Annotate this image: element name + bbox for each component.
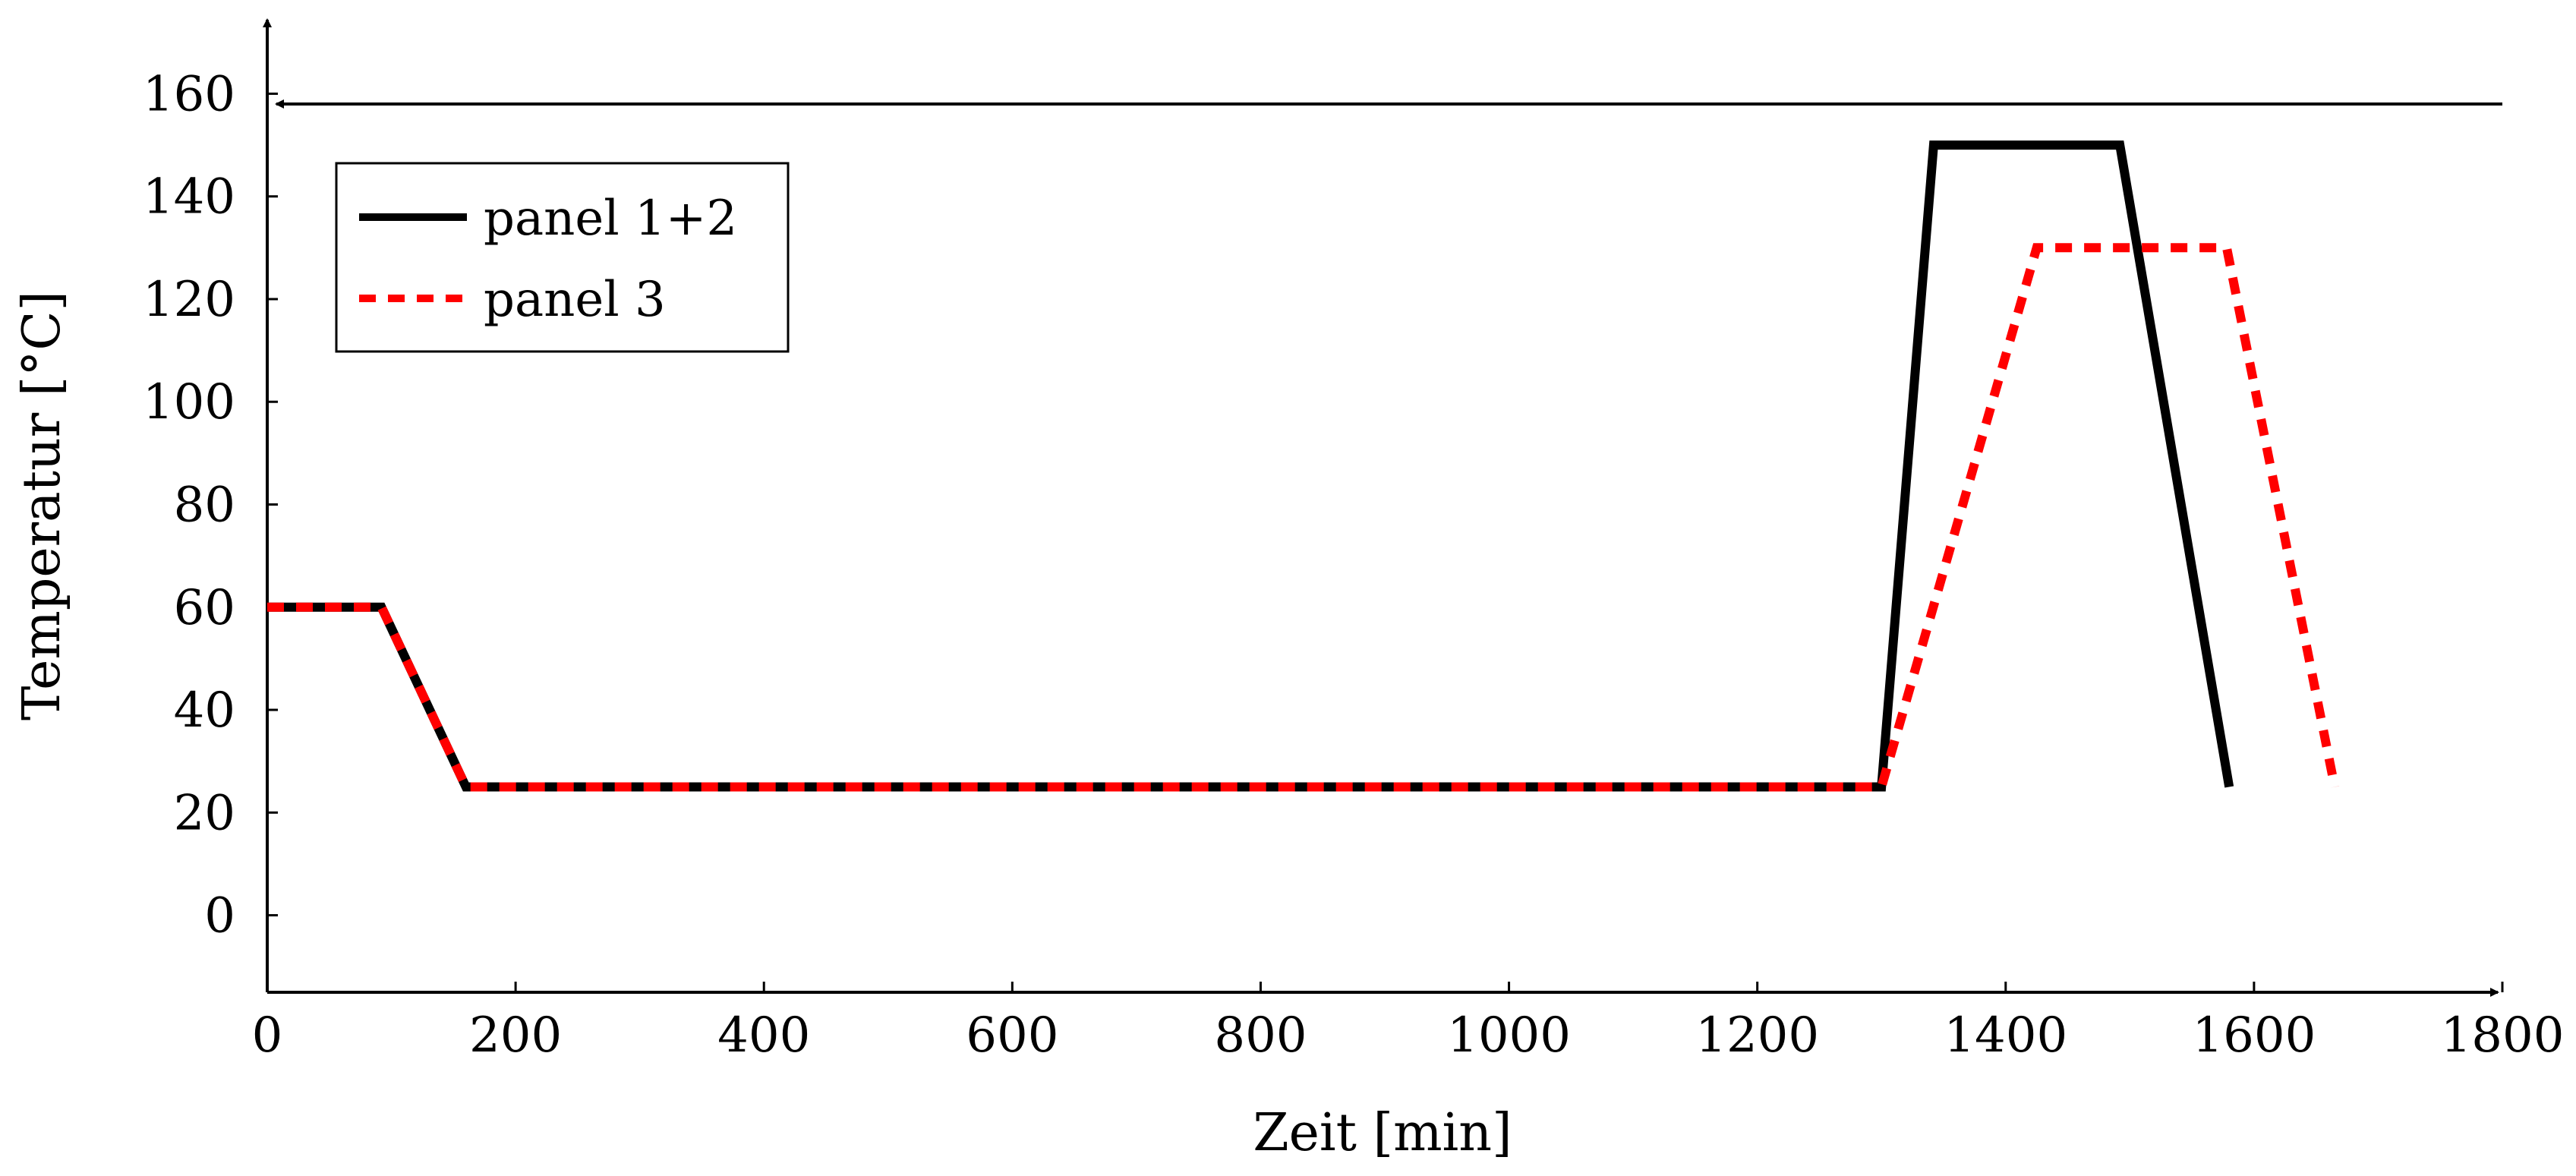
legend-label-panel-1-2: panel 1+2 <box>484 191 737 247</box>
x-tick-label: 200 <box>469 1007 562 1064</box>
y-tick-label: 100 <box>143 374 235 430</box>
legend-box <box>335 162 790 353</box>
legend-label-panel-3: panel 3 <box>484 272 666 328</box>
y-tick-label: 120 <box>143 272 235 328</box>
y-tick-label: 140 <box>143 169 235 225</box>
x-tick-label: 800 <box>1214 1007 1307 1064</box>
series-line-panel-1-2 <box>267 140 2234 792</box>
series-lines <box>267 140 2340 792</box>
y-tick-label: 80 <box>174 478 235 534</box>
axis-ticks: 0 200 400 600 800 1000 1200 1400 1600 1800 0 20 40 60… <box>143 66 2565 1064</box>
x-tick-label: 1400 <box>1944 1007 2067 1064</box>
x-tick-label: 1200 <box>1695 1007 1819 1064</box>
x-tick-label: 600 <box>966 1007 1058 1064</box>
y-tick-label: 20 <box>174 785 235 841</box>
x-tick-label: 400 <box>717 1007 810 1064</box>
y-tick-label: 60 <box>174 580 235 636</box>
y-tick-label: 40 <box>174 683 235 739</box>
x-tick-label: 0 <box>252 1007 283 1064</box>
x-tick-label: 1000 <box>1447 1007 1571 1064</box>
y-axis-label: Temperatur [°C] <box>12 291 72 720</box>
x-tick-label: 1600 <box>2192 1007 2316 1064</box>
x-tick-label: 1800 <box>2441 1007 2565 1064</box>
x-axis-label: Zeit [min] <box>1253 1103 1512 1163</box>
legend: panel 1+2 panel 3 <box>335 162 790 353</box>
y-tick-label: 160 <box>143 66 235 122</box>
y-tick-label: 0 <box>204 888 235 944</box>
